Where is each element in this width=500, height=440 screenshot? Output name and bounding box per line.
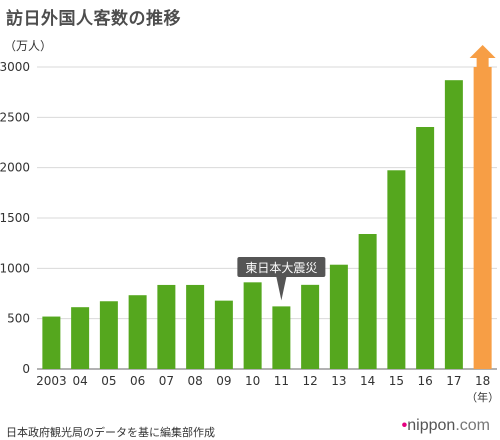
x-tick-label: 08 (187, 374, 202, 388)
bar (42, 316, 61, 369)
y-tick-label: 1000 (0, 261, 30, 275)
x-tick-label: 16 (417, 374, 432, 388)
x-tick-label: 06 (130, 374, 145, 388)
y-tick-label: 1500 (0, 211, 30, 225)
bar (301, 284, 320, 369)
x-tick-label: 07 (159, 374, 174, 388)
nippon-logo: •nippon.com (401, 417, 490, 434)
annotation-pointer (276, 277, 287, 301)
x-tick-label: 05 (101, 374, 116, 388)
y-tick-label: 2500 (0, 110, 30, 124)
x-tick-label: 15 (389, 374, 404, 388)
x-tick-label: 13 (331, 374, 346, 388)
annotation-label: 東日本大震災 (245, 261, 317, 275)
growth-arrow-icon (469, 45, 496, 67)
bar (444, 80, 463, 370)
x-tick-label: 04 (72, 374, 87, 388)
y-tick-label: 3000 (0, 60, 30, 74)
x-tick-label: 11 (274, 374, 289, 388)
bar (186, 284, 205, 369)
x-tick-label: 17 (446, 374, 461, 388)
y-tick-label: 0 (22, 362, 30, 376)
bar (243, 282, 262, 369)
x-tick-label: 12 (302, 374, 317, 388)
y-tick-label: 500 (7, 312, 30, 326)
source-note: 日本政府観光局のデータを基に編集部作成 (6, 426, 215, 439)
bar (128, 295, 147, 369)
chart-title: 訪日外国人客数の推移 (6, 9, 181, 29)
x-tick-label: 18 (475, 374, 490, 388)
bar (416, 126, 435, 369)
bar (329, 264, 348, 369)
annotation-box (237, 257, 326, 277)
bar-highlight (473, 67, 492, 369)
bar (157, 284, 176, 369)
y-tick-label: 2000 (0, 161, 30, 175)
bar (358, 234, 377, 369)
x-tick-label: 2003 (36, 374, 67, 388)
bar (387, 170, 406, 369)
x-tick-label: 10 (245, 374, 260, 388)
x-tick-label: 14 (360, 374, 375, 388)
bar (99, 301, 118, 369)
x-tick-label: 09 (216, 374, 231, 388)
x-axis-unit-label: （年） (466, 390, 499, 404)
y-axis-unit-label: （万人） (4, 39, 52, 53)
bar (214, 300, 233, 369)
bar (71, 307, 90, 369)
bar (272, 306, 291, 369)
